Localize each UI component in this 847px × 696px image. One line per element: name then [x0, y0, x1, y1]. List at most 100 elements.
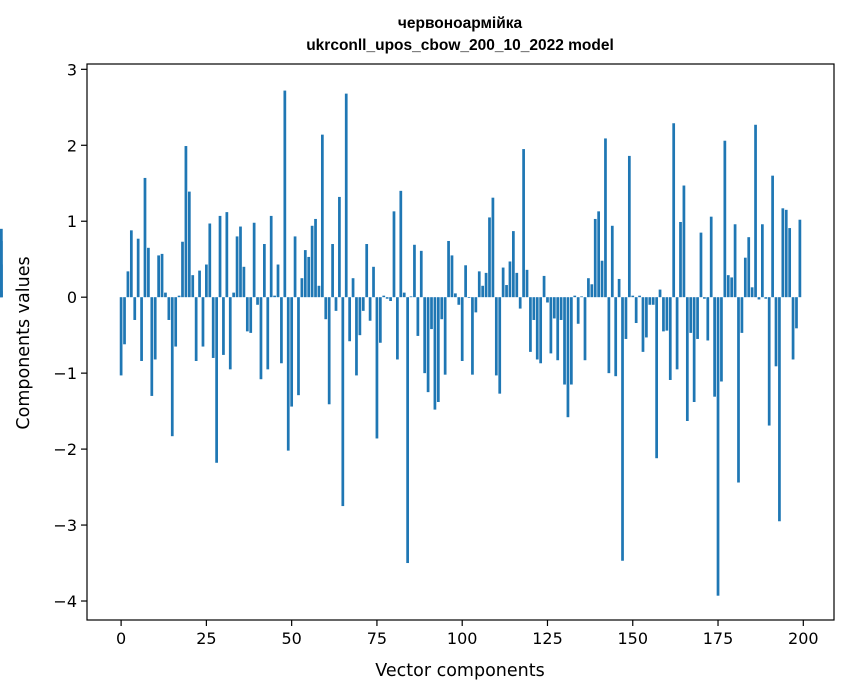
bar: [167, 297, 171, 320]
x-axis-ticks: 0 25 50 75 100 125 150 175 200: [116, 620, 819, 648]
bar: [457, 297, 461, 305]
bar: [767, 297, 771, 426]
bar: [740, 297, 744, 333]
bar: [450, 255, 454, 298]
bar: [413, 244, 416, 298]
x-axis-label: Vector components: [375, 661, 544, 681]
bar: [645, 297, 648, 338]
bar: [0, 240, 3, 298]
bar: [310, 225, 314, 298]
bar: [406, 297, 409, 564]
x-tick-label: 200: [788, 629, 819, 648]
bar: [600, 260, 604, 298]
bar: [675, 297, 679, 370]
bar: [525, 269, 529, 298]
bar: [273, 295, 276, 298]
bar: [593, 218, 597, 298]
bar: [508, 261, 512, 298]
bar: [177, 295, 181, 298]
bar: [549, 297, 553, 354]
bar: [750, 287, 754, 298]
bar: [351, 278, 355, 298]
bar: [488, 217, 491, 298]
bar: [474, 297, 478, 313]
bar: [242, 266, 246, 298]
chart-title: червоноармійка: [398, 15, 523, 32]
bar: [685, 297, 689, 421]
bar: [573, 295, 577, 298]
bar: [324, 297, 328, 320]
x-tick-label: 175: [703, 629, 734, 648]
bar: [668, 297, 672, 380]
x-tick-label: 25: [196, 629, 216, 648]
bar: [436, 297, 440, 403]
bar: [157, 255, 160, 298]
bar: [610, 225, 614, 298]
bar: [235, 236, 239, 298]
bar: [181, 241, 184, 298]
bar: [716, 297, 720, 596]
bar: [771, 175, 774, 298]
bar: [764, 297, 768, 299]
bar: [297, 297, 300, 396]
bar: [580, 296, 583, 298]
x-tick-label: 75: [367, 629, 387, 648]
bar: [245, 297, 249, 332]
bar: [679, 221, 682, 298]
bar: [133, 297, 137, 320]
bar: [184, 146, 188, 298]
bar: [467, 297, 471, 298]
bar: [529, 297, 532, 352]
bar: [215, 297, 218, 463]
bar: [501, 267, 505, 298]
bar: [283, 90, 287, 298]
bar: [699, 232, 703, 298]
bar: [747, 237, 751, 298]
bar: [191, 275, 195, 298]
bar: [443, 297, 447, 375]
bar: [433, 297, 437, 410]
y-tick-label: −4: [53, 592, 77, 611]
bar: [624, 297, 628, 339]
bar: [225, 212, 229, 298]
plot-frame: [86, 63, 835, 621]
bar: [317, 285, 321, 298]
bar: [205, 264, 208, 298]
x-tick-label: 125: [532, 629, 563, 648]
bar: [703, 297, 706, 299]
bar: [447, 240, 450, 298]
bar: [416, 297, 420, 336]
x-tick-label: 0: [116, 629, 126, 648]
bar: [218, 215, 222, 298]
bar: [556, 297, 560, 361]
bar: [597, 211, 601, 298]
bar: [730, 277, 734, 298]
bar: [239, 226, 242, 298]
bar: [140, 297, 143, 361]
bar: [187, 191, 191, 298]
bar: [696, 297, 699, 339]
bar: [655, 297, 658, 459]
bar: [454, 293, 457, 298]
bar: [174, 297, 178, 347]
bar: [627, 155, 631, 298]
bar: [228, 297, 232, 370]
x-tick-label: 150: [617, 629, 648, 648]
bar: [784, 209, 788, 298]
bar: [293, 236, 297, 298]
bar: [129, 230, 133, 298]
bar: [563, 297, 566, 385]
bar: [651, 297, 655, 305]
bar: [665, 297, 669, 331]
bar: [331, 244, 334, 298]
bar: [372, 266, 375, 298]
bar: [419, 250, 423, 298]
bar: [754, 124, 757, 298]
bar: [512, 231, 515, 298]
bar: [617, 278, 621, 298]
bar: [743, 257, 747, 298]
bar: [774, 297, 778, 367]
bar: [0, 291, 3, 298]
bar: [266, 297, 270, 370]
bar: [658, 289, 662, 298]
